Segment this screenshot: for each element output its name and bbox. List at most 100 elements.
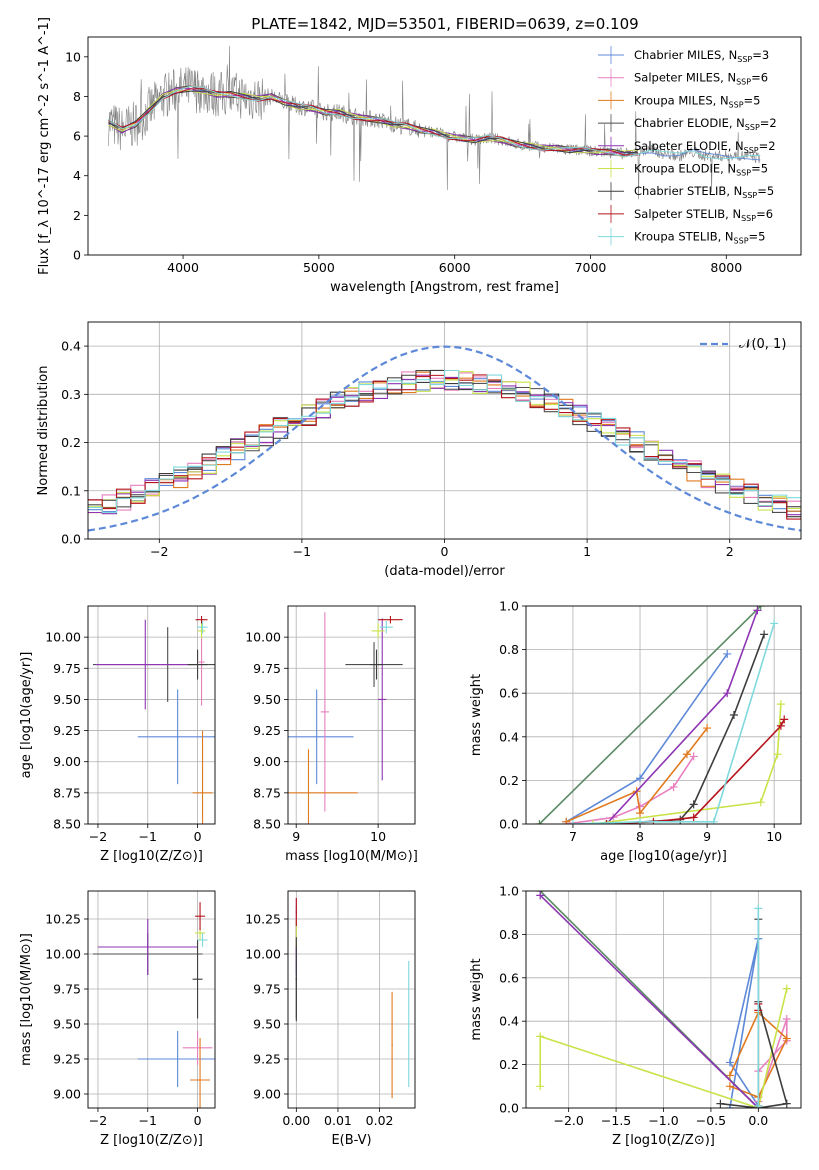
series-marker-1 <box>669 782 678 791</box>
series-marker-5 <box>773 750 782 759</box>
x-tick-label: 2 <box>726 544 734 559</box>
legend-label: Kroupa STELIB, NSSP=5 <box>634 230 765 246</box>
x-tick-label: −2 <box>89 829 107 844</box>
x-axis-label: wavelength [Angstrom, rest frame] <box>330 280 559 295</box>
y-tick-label: 9.50 <box>53 1017 81 1032</box>
series-line-0 <box>729 938 760 1108</box>
y-tick-label: 9.50 <box>253 692 281 707</box>
page-title: PLATE=1842, MJD=53501, FIBERID=0639, z=0… <box>251 15 638 33</box>
series-line-5 <box>539 988 788 1108</box>
series-marker-2 <box>703 724 712 733</box>
data-point-8 <box>201 626 204 628</box>
series-marker-8 <box>568 820 577 824</box>
series-marker-5 <box>589 820 598 824</box>
model-line-7 <box>108 88 639 156</box>
legend-label-n: =2 <box>760 116 777 130</box>
y-tick-label: 0.0 <box>499 817 519 832</box>
y-tick-label: 8 <box>73 89 81 104</box>
series-line-5 <box>592 704 782 824</box>
normal-curve <box>88 345 801 532</box>
data-point-5 <box>199 932 201 934</box>
legend-label-name: Chabrier STELIB, N <box>634 184 742 198</box>
data-point-5 <box>295 932 298 934</box>
legend-label-n: =6 <box>756 207 773 221</box>
y-tick-label: 9.25 <box>253 723 281 738</box>
series-marker-0 <box>723 649 732 658</box>
x-tick-label: −1.0 <box>648 1113 678 1128</box>
data-point-1 <box>200 661 203 663</box>
legend-label-n: =2 <box>759 139 776 153</box>
legend-label-sub: SSP <box>737 55 752 64</box>
y-tick-label: 9.75 <box>53 661 81 676</box>
model-line-8 <box>108 85 761 160</box>
x-tick-label: 8000 <box>710 260 742 275</box>
data-point-4 <box>381 698 384 701</box>
legend-label: Salpeter ELODIE, NSSP=2 <box>634 139 776 155</box>
series-marker-7 <box>602 820 611 824</box>
y-tick-label: 9.75 <box>53 982 81 997</box>
legend-label-n: =5 <box>749 230 766 244</box>
axes-frame <box>525 605 802 825</box>
plot-area <box>295 898 410 1099</box>
plot-area <box>108 45 761 200</box>
series-marker-2 <box>562 817 571 824</box>
series-marker-0 <box>725 1058 734 1067</box>
series-line-3 <box>538 606 762 824</box>
legend-label-sub: SSP <box>734 237 749 246</box>
y-tick-label: 9.00 <box>53 1087 81 1102</box>
y-tick-label: 0.3 <box>61 387 81 402</box>
legend-label: Chabrier ELODIE, NSSP=2 <box>634 116 777 132</box>
series-marker-4 <box>753 606 762 615</box>
y-tick-label: 0.2 <box>499 1057 519 1072</box>
series-marker-6 <box>689 800 698 809</box>
legend-label-sub: SSP <box>744 146 759 155</box>
plot-area <box>92 615 215 824</box>
legend-label: Kroupa MILES, NSSP=5 <box>634 93 760 109</box>
legend-label-n: =5 <box>757 184 774 198</box>
y-axis-label: age [log10(age/yr)] <box>19 652 34 779</box>
x-tick-label: −0.5 <box>696 1113 726 1128</box>
x-tick-label: 0.0 <box>748 1113 768 1128</box>
data-point-2 <box>391 1044 393 1046</box>
plot-area <box>88 345 801 532</box>
x-axis-label: age [log10(age/yr)] <box>600 849 727 864</box>
plot-area <box>92 902 215 1108</box>
legend-label-name: Kroupa STELIB, N <box>634 230 734 244</box>
data-point-6 <box>295 978 298 980</box>
spectrum-panel: 4000 5000 6000 7000 8000 0 2 4 6 8 10 wavelength [A… <box>37 17 802 295</box>
legend-label-sub: SSP <box>736 169 751 178</box>
x-tick-label: 9 <box>292 829 300 844</box>
y-tick-label: 0.4 <box>61 339 81 354</box>
y-axis-label: Normed distribution <box>36 366 51 496</box>
series-marker-2 <box>725 1082 734 1091</box>
legend-label-name: Chabrier ELODIE, N <box>634 116 745 130</box>
y-tick-label: 10.00 <box>245 947 281 962</box>
y-axis-label: mass [log10(M/M⊙)] <box>19 933 34 1066</box>
y-tick-label: 9.00 <box>53 754 81 769</box>
legend-label-name: Chabrier MILES, N <box>634 48 737 62</box>
hist-step-8 <box>88 369 801 514</box>
y-tick-label: 9.25 <box>53 1052 81 1067</box>
legend-label-sub: SSP <box>736 78 751 87</box>
legend-label-n: =3 <box>752 48 769 62</box>
series-marker-6 <box>729 711 738 719</box>
series-marker-8 <box>754 904 763 913</box>
legend-label-name: Salpeter MILES, N <box>634 71 736 85</box>
data-point-0 <box>176 736 179 738</box>
legend-label-sub: SSP <box>741 214 756 223</box>
x-tick-label: −1 <box>293 544 311 559</box>
x-tick-label: 0 <box>441 544 449 559</box>
axes-frame <box>287 890 416 1109</box>
series-marker-4 <box>723 689 732 698</box>
age-z-panel: −2 −1 0 8.50 8.75 9.00 9.25 9.50 9.75 10.00 Z [log… <box>19 605 216 864</box>
data-point-7 <box>389 618 392 621</box>
legend-label: 𝒩(0, 1) <box>739 337 786 352</box>
y-tick-label: 8.75 <box>53 785 81 800</box>
y-tick-label: 0.0 <box>61 532 81 547</box>
y-axis-label: mass weight <box>469 674 484 756</box>
legend-label-sub: SSP <box>729 100 744 109</box>
legend-label-sub: SSP <box>745 123 760 132</box>
x-tick-label: 6000 <box>439 260 471 275</box>
series-marker-5 <box>536 1032 545 1041</box>
